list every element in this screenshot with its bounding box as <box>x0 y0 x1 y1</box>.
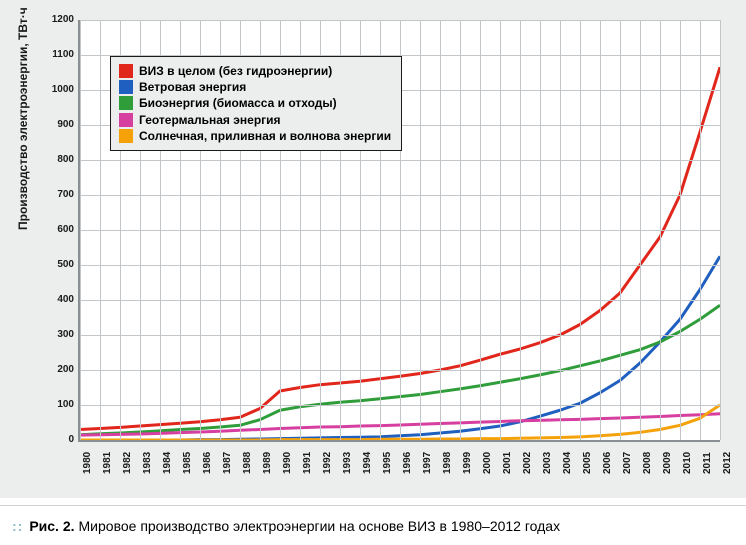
caption-text: Мировое производство электроэнергии на о… <box>79 518 561 534</box>
x-tick-label: 2009 <box>662 452 673 474</box>
x-tick-label: 1984 <box>162 452 173 474</box>
gridline-v <box>640 20 641 440</box>
y-axis-label: Производство электроэнергии, ТВт·ч <box>16 7 30 230</box>
chart-background: Производство электроэнергии, ТВт·ч ВИЗ в… <box>0 0 746 498</box>
x-tick-label: 1982 <box>122 452 133 474</box>
x-tick-label: 1993 <box>342 452 353 474</box>
x-tick-label: 1988 <box>242 452 253 474</box>
x-tick-label: 2000 <box>482 452 493 474</box>
x-tick-label: 1990 <box>282 452 293 474</box>
gridline-v <box>480 20 481 440</box>
y-tick-label: 1200 <box>34 14 74 25</box>
x-tick-label: 1981 <box>102 452 113 474</box>
x-tick-label: 2011 <box>702 452 713 474</box>
gridline-v <box>520 20 521 440</box>
x-tick-label: 1996 <box>402 452 413 474</box>
x-tick-label: 1989 <box>262 452 273 474</box>
legend-item: Биоэнергия (биомасса и отходы) <box>119 95 391 111</box>
x-tick-label: 1980 <box>82 452 93 474</box>
legend-label: ВИЗ в целом (без гидроэнергии) <box>139 63 332 79</box>
y-tick-label: 500 <box>34 259 74 270</box>
x-tick-label: 2005 <box>582 452 593 474</box>
legend-swatch-icon <box>119 129 133 143</box>
y-tick-label: 100 <box>34 399 74 410</box>
x-tick-label: 2012 <box>722 452 733 474</box>
x-tick-label: 1992 <box>322 452 333 474</box>
y-tick-label: 400 <box>34 294 74 305</box>
legend-swatch-icon <box>119 64 133 78</box>
x-tick-label: 1994 <box>362 452 373 474</box>
x-tick-label: 2004 <box>562 452 573 474</box>
legend-box: ВИЗ в целом (без гидроэнергии)Ветровая э… <box>110 56 402 151</box>
x-tick-label: 1986 <box>202 452 213 474</box>
x-tick-label: 1995 <box>382 452 393 474</box>
caption-prefix: Рис. 2. <box>29 518 74 534</box>
gridline-v <box>680 20 681 440</box>
y-tick-label: 1100 <box>34 49 74 60</box>
x-tick-label: 2006 <box>602 452 613 474</box>
gridline-v <box>620 20 621 440</box>
gridline-v <box>80 20 81 440</box>
caption-bar: :: Рис. 2. Мировое производство электроэ… <box>0 505 746 545</box>
legend-label: Ветровая энергия <box>139 79 246 95</box>
legend-item: Геотермальная энергия <box>119 112 391 128</box>
legend-item: ВИЗ в целом (без гидроэнергии) <box>119 63 391 79</box>
gridline-v <box>420 20 421 440</box>
y-tick-label: 200 <box>34 364 74 375</box>
y-tick-label: 600 <box>34 224 74 235</box>
y-tick-label: 1000 <box>34 84 74 95</box>
x-tick-label: 1991 <box>302 452 313 474</box>
gridline-v <box>440 20 441 440</box>
x-tick-label: 2008 <box>642 452 653 474</box>
legend-label: Солнечная, приливная и волнова энергии <box>139 128 391 144</box>
gridline-v <box>600 20 601 440</box>
legend-item: Солнечная, приливная и волнова энергии <box>119 128 391 144</box>
caption-dots-icon: :: <box>12 518 23 534</box>
figure-container: Производство электроэнергии, ТВт·ч ВИЗ в… <box>0 0 746 545</box>
y-tick-label: 700 <box>34 189 74 200</box>
x-tick-label: 1997 <box>422 452 433 474</box>
legend-label: Геотермальная энергия <box>139 112 281 128</box>
gridline-v <box>720 20 721 440</box>
y-tick-label: 0 <box>34 434 74 445</box>
gridline-v <box>560 20 561 440</box>
gridline-v <box>700 20 701 440</box>
gridline-v <box>580 20 581 440</box>
y-tick-label: 800 <box>34 154 74 165</box>
x-tick-label: 1987 <box>222 452 233 474</box>
gridline-v <box>500 20 501 440</box>
x-tick-label: 1985 <box>182 452 193 474</box>
y-tick-label: 300 <box>34 329 74 340</box>
gridline-v <box>100 20 101 440</box>
x-tick-label: 2002 <box>522 452 533 474</box>
x-tick-label: 2010 <box>682 452 693 474</box>
x-tick-label: 1999 <box>462 452 473 474</box>
legend-swatch-icon <box>119 113 133 127</box>
gridline-v <box>460 20 461 440</box>
legend-swatch-icon <box>119 80 133 94</box>
legend-label: Биоэнергия (биомасса и отходы) <box>139 95 337 111</box>
legend-swatch-icon <box>119 96 133 110</box>
x-tick-label: 2001 <box>502 452 513 474</box>
x-tick-label: 1998 <box>442 452 453 474</box>
x-tick-label: 1983 <box>142 452 153 474</box>
y-tick-label: 900 <box>34 119 74 130</box>
gridline-v <box>660 20 661 440</box>
gridline-v <box>540 20 541 440</box>
x-tick-label: 2003 <box>542 452 553 474</box>
legend-item: Ветровая энергия <box>119 79 391 95</box>
x-tick-label: 2007 <box>622 452 633 474</box>
